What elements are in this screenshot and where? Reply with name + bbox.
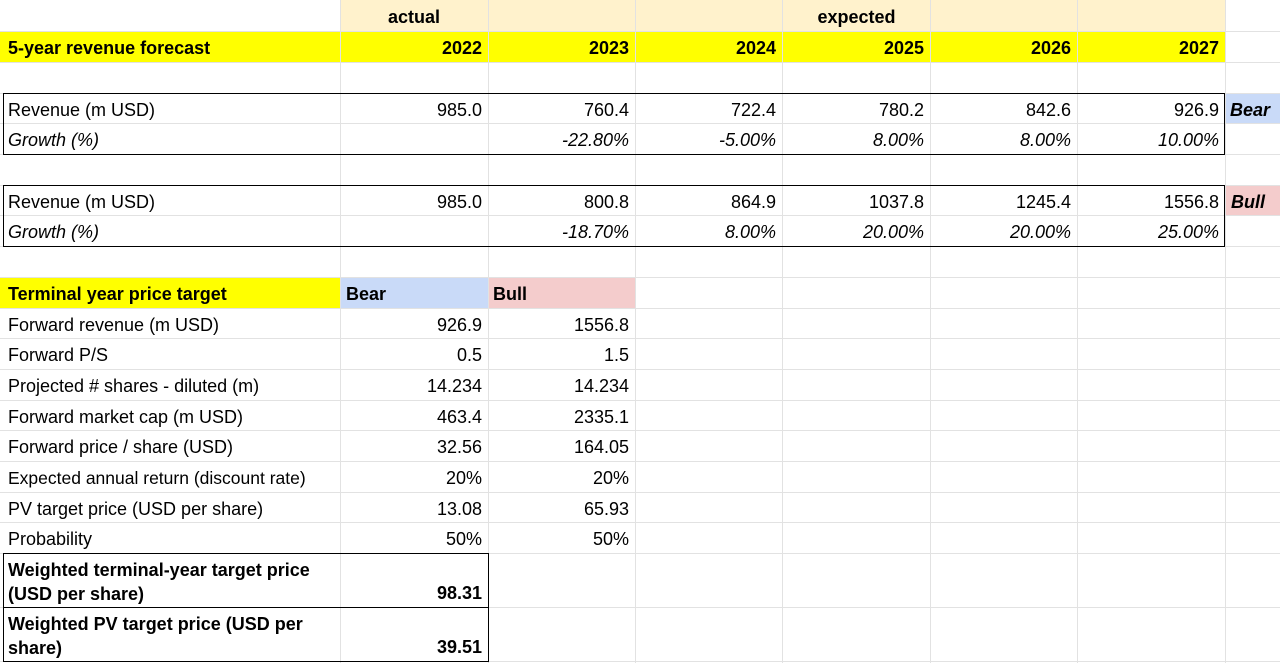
bull-growth-2026: 20.00%	[1009, 222, 1071, 242]
bull-tag: Bull	[1231, 192, 1265, 212]
target-bull-header: Bull	[493, 284, 527, 304]
target-row-bear: 20%	[445, 468, 482, 488]
target-row-bear: 32.56	[436, 437, 482, 457]
weighted-terminal-label-line2: (USD per share)	[8, 584, 145, 604]
bull-revenue-label: Revenue (m USD)	[8, 192, 156, 212]
weighted-pv-label-line1: Weighted PV target price (USD per	[8, 614, 303, 634]
target-row-label: Forward P/S	[8, 345, 109, 365]
year-2023: 2023	[588, 38, 629, 58]
bear-growth-2023: -22.80%	[561, 130, 629, 150]
target-row-label: Probability	[8, 529, 93, 549]
bear-revenue-label: Revenue (m USD)	[8, 100, 156, 120]
bear-revenue-2022: 985.0	[436, 100, 482, 120]
target-row-bear: 14.234	[426, 376, 482, 396]
year-2025: 2025	[883, 38, 924, 58]
year-2026: 2026	[1030, 38, 1071, 58]
forecast-title: 5-year revenue forecast	[8, 38, 211, 58]
target-row-bull: 2335.1	[573, 407, 629, 427]
bull-growth-label: Growth (%)	[8, 222, 100, 242]
year-2024: 2024	[735, 38, 776, 58]
bear-tag: Bear	[1230, 100, 1271, 120]
bull-revenue-2025: 1037.8	[868, 192, 924, 212]
year-2022: 2022	[441, 38, 482, 58]
bull-revenue-2024: 864.9	[730, 192, 776, 212]
actual-label: actual	[387, 7, 441, 27]
bear-growth-2027: 10.00%	[1157, 130, 1219, 150]
weighted-pv-value: 39.51	[436, 637, 482, 657]
target-row-bull: 65.93	[583, 499, 629, 519]
bear-growth-2025: 8.00%	[872, 130, 924, 150]
target-row-label: PV target price (USD per share)	[8, 499, 264, 519]
expected-header-fill	[488, 0, 1225, 31]
target-bear-fill	[340, 277, 488, 308]
weighted-terminal-label-line1: Weighted terminal-year target price	[8, 560, 310, 580]
target-row-label: Forward price / share (USD)	[8, 437, 234, 457]
bear-tag-fill	[1225, 93, 1280, 124]
expected-label: expected	[817, 7, 896, 27]
bull-growth-2023: -18.70%	[561, 222, 629, 242]
target-title: Terminal year price target	[8, 284, 227, 304]
target-row-bear: 13.08	[436, 499, 482, 519]
weighted-pv-label-line2: share)	[8, 638, 63, 658]
year-2027: 2027	[1178, 38, 1219, 58]
bear-growth-2024: -5.00%	[718, 130, 776, 150]
forecast-header-fill	[0, 31, 1225, 62]
target-row-bull: 164.05	[573, 437, 629, 457]
bull-revenue-2022: 985.0	[436, 192, 482, 212]
target-row-bull: 14.234	[573, 376, 629, 396]
target-row-bear: 463.4	[436, 407, 482, 427]
bull-tag-fill	[1225, 185, 1280, 216]
target-row-label: Projected # shares - diluted (m)	[8, 376, 260, 396]
bull-revenue-2026: 1245.4	[1015, 192, 1071, 212]
bear-revenue-2023: 760.4	[583, 100, 629, 120]
bull-revenue-2023: 800.8	[583, 192, 629, 212]
bear-revenue-2025: 780.2	[878, 100, 924, 120]
bear-revenue-2026: 842.6	[1025, 100, 1071, 120]
target-row-bear: 50%	[445, 529, 482, 549]
weighted-terminal-value: 98.31	[436, 583, 482, 603]
bull-growth-2027: 25.00%	[1157, 222, 1219, 242]
bear-growth-label: Growth (%)	[8, 130, 100, 150]
bear-revenue-2024: 722.4	[730, 100, 776, 120]
target-row-bull: 20%	[592, 468, 629, 488]
bull-revenue-2027: 1556.8	[1163, 192, 1219, 212]
target-row-label: Forward revenue (m USD)	[8, 315, 220, 335]
bull-growth-2025: 20.00%	[862, 222, 924, 242]
bear-revenue-2027: 926.9	[1173, 100, 1219, 120]
target-bear-header: Bear	[346, 284, 387, 304]
actual-header-fill	[340, 0, 488, 31]
target-bull-fill	[488, 277, 635, 308]
target-row-bull: 1556.8	[573, 315, 629, 335]
target-row-label: Expected annual return (discount rate)	[8, 468, 306, 488]
target-row-bear: 926.9	[436, 315, 482, 335]
target-row-bull: 1.5	[603, 345, 629, 365]
target-row-bull: 50%	[592, 529, 629, 549]
bull-growth-2024: 8.00%	[724, 222, 776, 242]
target-title-fill	[0, 277, 340, 308]
target-row-bear: 0.5	[456, 345, 482, 365]
bear-growth-2026: 8.00%	[1019, 130, 1071, 150]
target-row-label: Forward market cap (m USD)	[8, 407, 244, 427]
